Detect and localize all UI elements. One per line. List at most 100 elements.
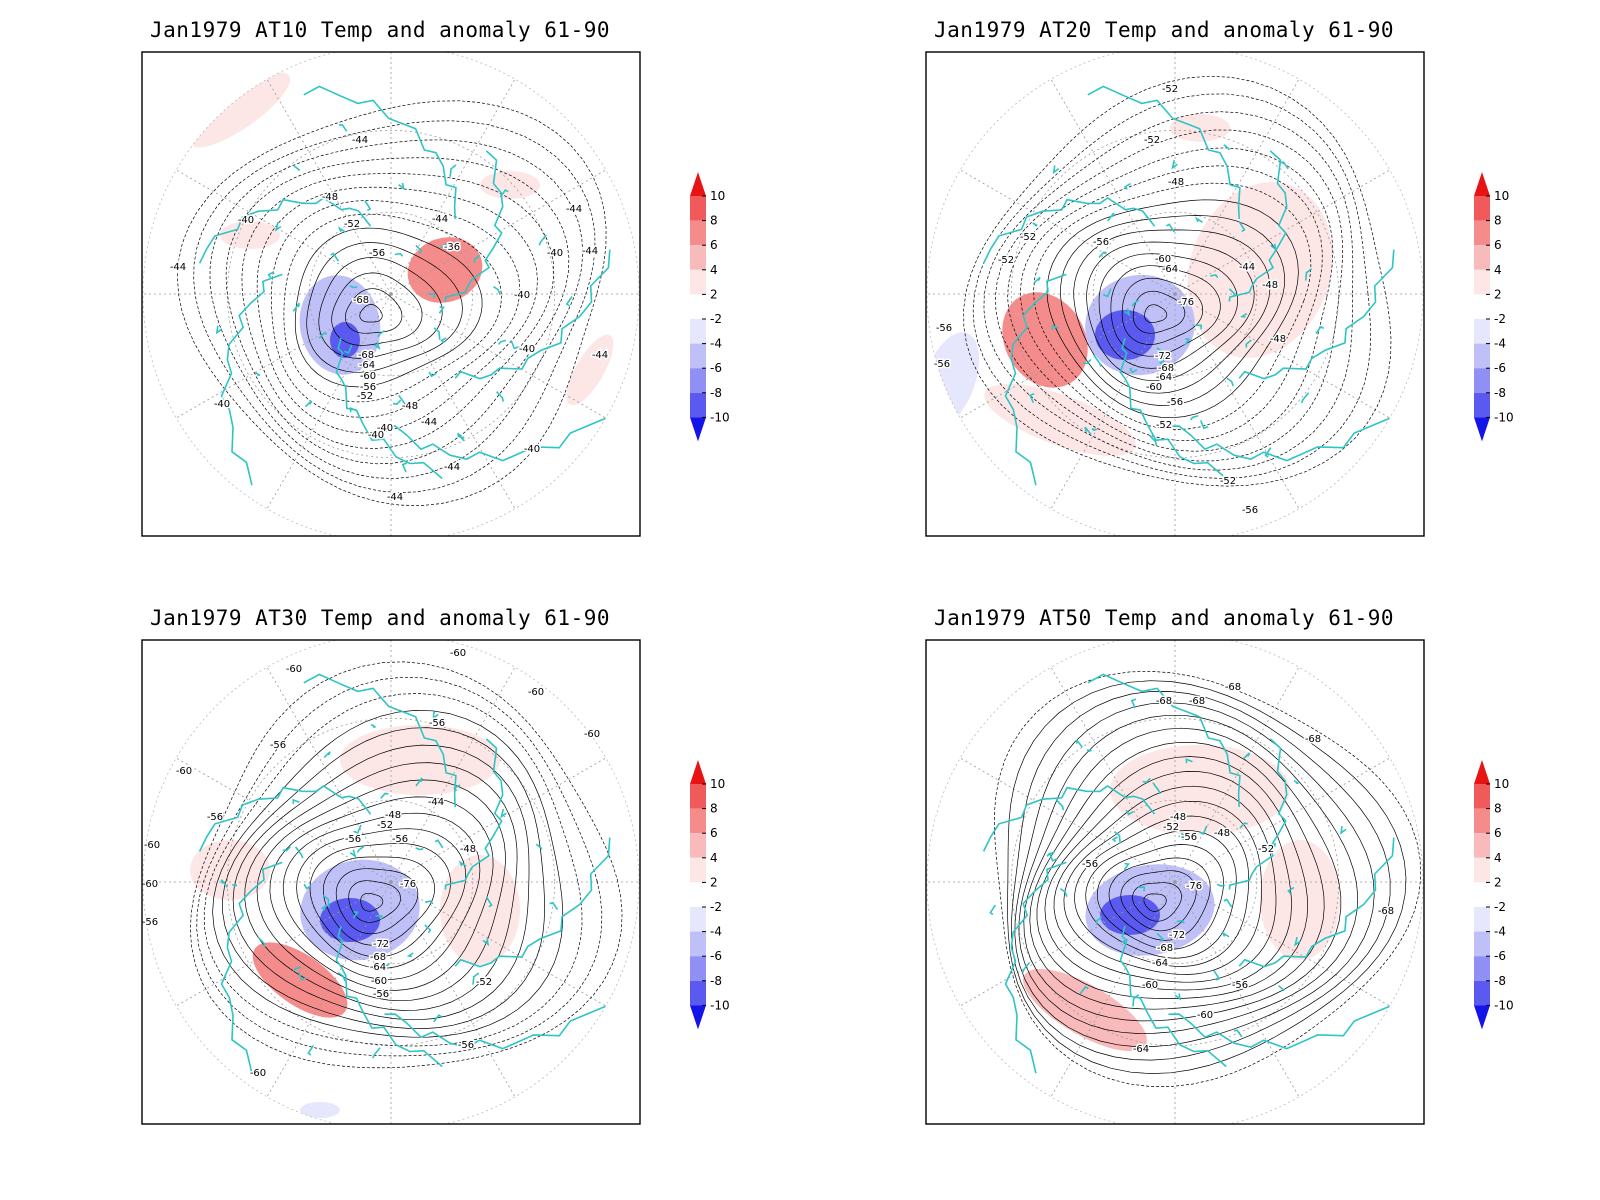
map-frame (141, 639, 641, 1125)
meridian-line (390, 757, 606, 883)
contour-label: -76 (1186, 881, 1202, 892)
colorbar-segment (1474, 833, 1490, 858)
contour-label: -44 (352, 135, 368, 146)
contour-label: -52 (1144, 135, 1160, 146)
positive-anomaly-area (407, 237, 483, 303)
contour-label: -60 (176, 766, 192, 777)
colorbar-segment (690, 784, 706, 809)
colorbar-label: -2 (1494, 900, 1506, 914)
colorbar-segment (1474, 882, 1490, 907)
colorbar: 10 8 6 4 2 -2 -4 -6 -8 -10 (1474, 760, 1514, 1030)
contour-label: -60 (250, 1068, 266, 1079)
meridian-line (390, 881, 606, 1007)
colorbar-top-arrow (690, 760, 706, 784)
panel-title: Jan1979 AT50 Temp and anomaly 61-90 (934, 606, 1395, 630)
temperature-contour (232, 744, 530, 1021)
colorbar-label: 8 (1494, 802, 1502, 816)
temperature-contour (256, 186, 538, 434)
temperature-contour (1143, 893, 1167, 912)
contour-label: -60 (1142, 980, 1158, 991)
map-panel-at30: Jan1979 AT30 Temp and anomaly 61-90 -60 -6… (0, 588, 780, 1188)
map-panel-at50: Jan1979 AT50 Temp and anomaly 61-90 -68 -6… (784, 588, 1564, 1188)
contour-label: -68 (1305, 734, 1321, 745)
latitude-circle (226, 717, 556, 1047)
colorbar-segment (1474, 220, 1490, 246)
contour-label: -64 (359, 360, 375, 371)
contour-label: -64 (1152, 958, 1168, 969)
contour-label: -52 (1220, 476, 1236, 487)
contour-label: -52 (1156, 420, 1172, 431)
temperature-contour (196, 676, 603, 1057)
contour-label: -60 (286, 664, 302, 675)
colorbar-segment (1474, 808, 1490, 834)
contour-label: -36 (444, 242, 460, 253)
contour-label: -56 (1167, 397, 1183, 408)
temperature-contour (1098, 253, 1238, 369)
colorbar-label: 4 (710, 263, 718, 277)
colorbar-segment (690, 368, 706, 393)
positive-anomaly-area (440, 855, 520, 965)
contour-label: -68 (1378, 906, 1394, 917)
temperature-contour (1007, 680, 1407, 1074)
meridian-line (390, 293, 516, 509)
meridian-line (390, 79, 516, 295)
polar-map: -68-68 -68-68-48-52-56 -48-52-56-76-72-68-… (925, 639, 1514, 1125)
contour-label: -56 (1242, 505, 1258, 516)
meridian-line (1050, 293, 1176, 509)
temperature-contour (1018, 714, 1359, 1034)
temperature-contour (1033, 182, 1312, 430)
contour-label: -40 (547, 248, 563, 259)
contour-label: -68 (1158, 363, 1174, 374)
meridian-line (390, 169, 606, 295)
contour-label: -56 (345, 834, 361, 845)
colorbar-segment (690, 931, 706, 957)
contour-label: -68 (1156, 696, 1172, 707)
temperature-contour (283, 213, 502, 403)
contour-label: -52 (1163, 822, 1179, 833)
contour-label: -56 (1082, 859, 1098, 870)
colorbar-label: 10 (710, 777, 725, 791)
colorbar-label: 4 (1494, 263, 1502, 277)
temperature-contour (209, 139, 584, 479)
coastlines (982, 85, 1398, 486)
colorbar: 10 8 6 4 2 -2 -4 -6 -8 -10 (1474, 172, 1514, 442)
meridian-line (1174, 169, 1390, 295)
colorbar-label: -8 (1494, 974, 1506, 988)
contour-label: -60 (144, 840, 160, 851)
colorbar-label: -6 (1494, 949, 1506, 963)
colorbar-segment (1474, 907, 1490, 932)
contour-label: -44 (387, 492, 403, 503)
contour-label: -44 (592, 350, 608, 361)
colorbar-label: -10 (1494, 998, 1514, 1012)
temperature-contour (212, 710, 564, 1038)
temperature-contour (359, 304, 383, 323)
contour-label: -60 (450, 648, 466, 659)
contour-label: -48 (1168, 177, 1184, 188)
colorbar-segment (690, 269, 706, 295)
meridian-line (1174, 293, 1390, 419)
contour-label: -68 (370, 952, 386, 963)
temperature-contour (1086, 241, 1255, 382)
positive-anomaly-area (566, 334, 614, 406)
temperature-contour (296, 828, 467, 969)
temperature-contour (1108, 857, 1211, 941)
contour-label: -44 (1239, 262, 1255, 273)
contour-label: -56 (458, 1040, 474, 1051)
contour-label: -56 (270, 740, 286, 751)
temperature-contour (189, 661, 623, 1069)
colorbar-label: -6 (710, 361, 722, 375)
temperature-contour (972, 93, 1372, 479)
map-boundary (142, 640, 640, 1124)
colorbar-label: 6 (710, 826, 718, 840)
panel-title: Jan1979 AT30 Temp and anomaly 61-90 (150, 606, 611, 630)
colorbar-label: 8 (710, 214, 718, 228)
contour-label: -72 (1155, 351, 1171, 362)
temperature-contour (193, 120, 596, 493)
colorbar-label: 6 (1494, 826, 1502, 840)
temperature-contour (222, 727, 545, 1029)
meridian-line (176, 757, 392, 883)
meridian-line (266, 881, 392, 1097)
colorbar-label: -8 (710, 386, 722, 400)
contour-label: -48 (1214, 828, 1230, 839)
colorbar-label: 6 (1494, 238, 1502, 252)
